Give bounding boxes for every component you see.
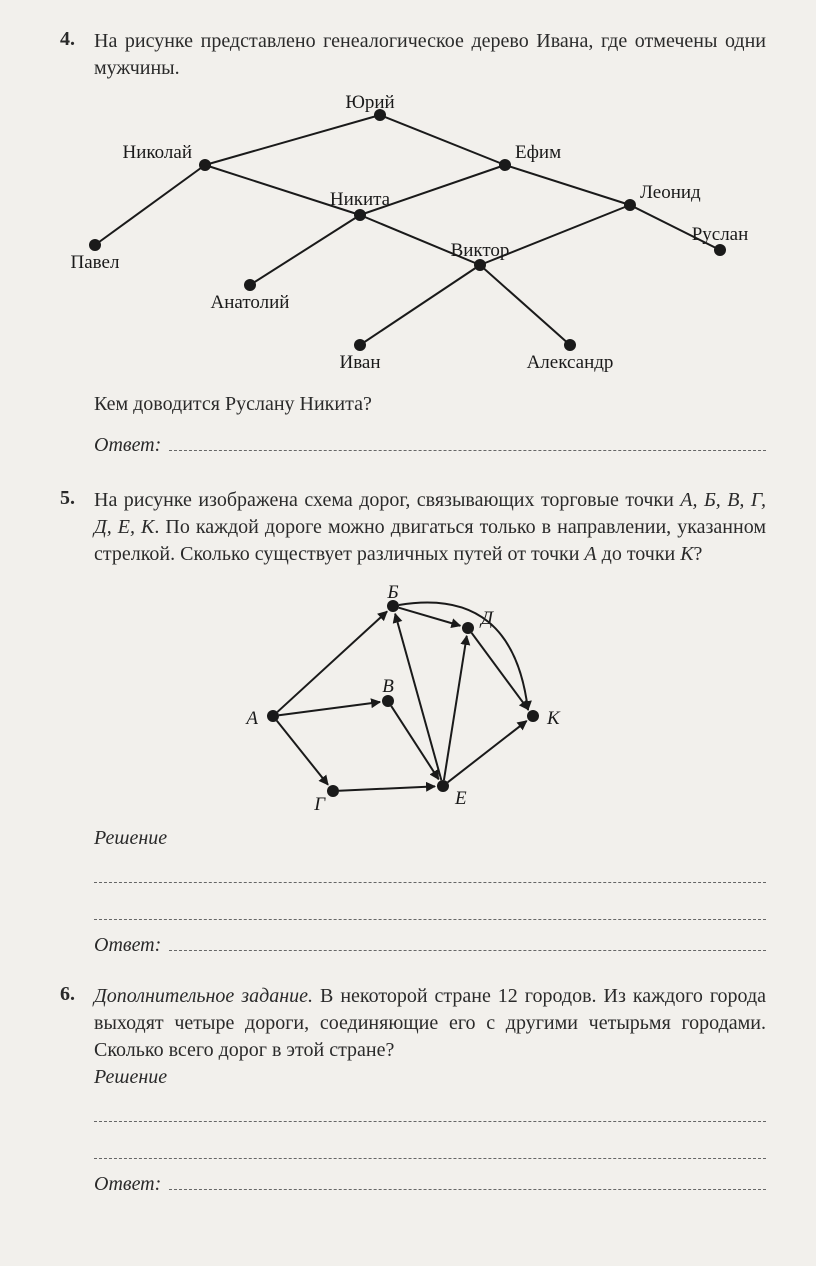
graph-node bbox=[327, 785, 339, 797]
graph-node-label: Е bbox=[454, 788, 467, 809]
tree-node-label: Юрий bbox=[345, 92, 394, 113]
graph-node-label: К bbox=[546, 708, 561, 729]
tree-node bbox=[199, 159, 211, 171]
t5-part0: На рисунке изображена схема дорог, связы… bbox=[94, 489, 680, 511]
solution-label: Решение bbox=[94, 1066, 758, 1089]
graph-node-label: В bbox=[382, 676, 394, 697]
task-6-number: 6. bbox=[60, 983, 94, 1006]
graph-node bbox=[267, 710, 279, 722]
graph-edge bbox=[395, 614, 441, 781]
graph-edge bbox=[279, 702, 380, 715]
task-5-text: На рисунке изображена схема дорог, связы… bbox=[94, 487, 766, 568]
solution-blank-2[interactable] bbox=[94, 1136, 766, 1159]
task-5-graph-diagram: А Б В Г Д Е К bbox=[60, 576, 766, 821]
answer-blank[interactable] bbox=[169, 1175, 766, 1190]
tree-node bbox=[354, 209, 366, 221]
task-4-question: Кем доводится Руслану Никита? bbox=[94, 393, 766, 416]
tree-node-label: Иван bbox=[339, 352, 380, 373]
tree-edge bbox=[480, 265, 570, 345]
tree-node bbox=[244, 279, 256, 291]
graph-node-label: Б bbox=[386, 582, 398, 603]
graph-edge bbox=[277, 721, 328, 785]
graph-edge bbox=[339, 786, 435, 790]
tree-node bbox=[564, 339, 576, 351]
graph-edge bbox=[277, 611, 387, 712]
task-5: 5. На рисунке изображена схема дорог, св… bbox=[60, 487, 766, 957]
tree-edge bbox=[95, 165, 205, 245]
answer-label: Ответ: bbox=[94, 934, 161, 957]
graph-node bbox=[527, 710, 539, 722]
task-6-answer-row: Ответ: bbox=[94, 1173, 766, 1196]
task-4-tree-diagram: Юрий Николай Ефим Павел Никита Леонид Анатолий… bbox=[60, 90, 766, 385]
tree-node bbox=[714, 244, 726, 256]
task-4-number: 4. bbox=[60, 28, 94, 51]
tree-edge bbox=[505, 165, 630, 205]
answer-label: Ответ: bbox=[94, 1173, 161, 1196]
graph-node-label: А bbox=[244, 708, 258, 729]
t5-A: А bbox=[584, 543, 596, 565]
tree-node-label: Павел bbox=[71, 252, 120, 273]
graph-node-label: Г bbox=[313, 794, 326, 815]
tree-node bbox=[89, 239, 101, 251]
task-4-answer-row: Ответ: bbox=[94, 434, 766, 457]
task-5-number: 5. bbox=[60, 487, 94, 510]
tree-node-label: Анатолий bbox=[211, 292, 290, 313]
tree-node bbox=[624, 199, 636, 211]
answer-label: Ответ: bbox=[94, 434, 161, 457]
graph-node bbox=[462, 622, 474, 634]
solution-label: Решение bbox=[94, 827, 758, 850]
tree-node bbox=[499, 159, 511, 171]
tree-node-label: Ефим bbox=[515, 142, 561, 163]
tree-node-label: Александр bbox=[527, 352, 614, 373]
task-4-text: На рисунке представлено генеалогическое … bbox=[94, 28, 766, 82]
tree-edge bbox=[360, 265, 480, 345]
solution-blank-2[interactable] bbox=[94, 897, 766, 920]
task-6-text: Дополнительное задание. В некоторой стра… bbox=[94, 983, 766, 1064]
graph-node bbox=[437, 780, 449, 792]
tree-node-label: Леонид bbox=[640, 182, 701, 203]
task-5-answer-row: Ответ: bbox=[94, 934, 766, 957]
tree-node-label: Никита bbox=[330, 189, 391, 210]
t5-part3: ? bbox=[694, 543, 703, 565]
task-4: 4. На рисунке представлено генеалогическ… bbox=[60, 28, 766, 457]
graph-node-label: Д bbox=[479, 608, 494, 629]
tree-edge bbox=[205, 115, 380, 165]
t5-part2: до точки bbox=[597, 543, 681, 565]
graph-edge bbox=[444, 636, 467, 780]
page: 4. На рисунке представлено генеалогическ… bbox=[0, 0, 816, 1266]
answer-blank[interactable] bbox=[169, 436, 766, 451]
graph-edge bbox=[399, 608, 461, 626]
tree-edge bbox=[380, 115, 505, 165]
task-6: 6. Дополнительное задание. В некоторой с… bbox=[60, 983, 766, 1196]
t5-K: К bbox=[680, 543, 693, 565]
solution-blank-1[interactable] bbox=[94, 1099, 766, 1122]
tree-node-label: Виктор bbox=[451, 240, 510, 261]
tree-node-label: Руслан bbox=[692, 224, 749, 245]
tree-node-label: Николай bbox=[123, 142, 193, 163]
tree-node bbox=[354, 339, 366, 351]
task-6-lead: Дополнительное задание. bbox=[94, 985, 313, 1007]
graph-edge bbox=[448, 721, 527, 782]
solution-blank-1[interactable] bbox=[94, 860, 766, 883]
tree-edge bbox=[250, 215, 360, 285]
answer-blank[interactable] bbox=[169, 936, 766, 951]
